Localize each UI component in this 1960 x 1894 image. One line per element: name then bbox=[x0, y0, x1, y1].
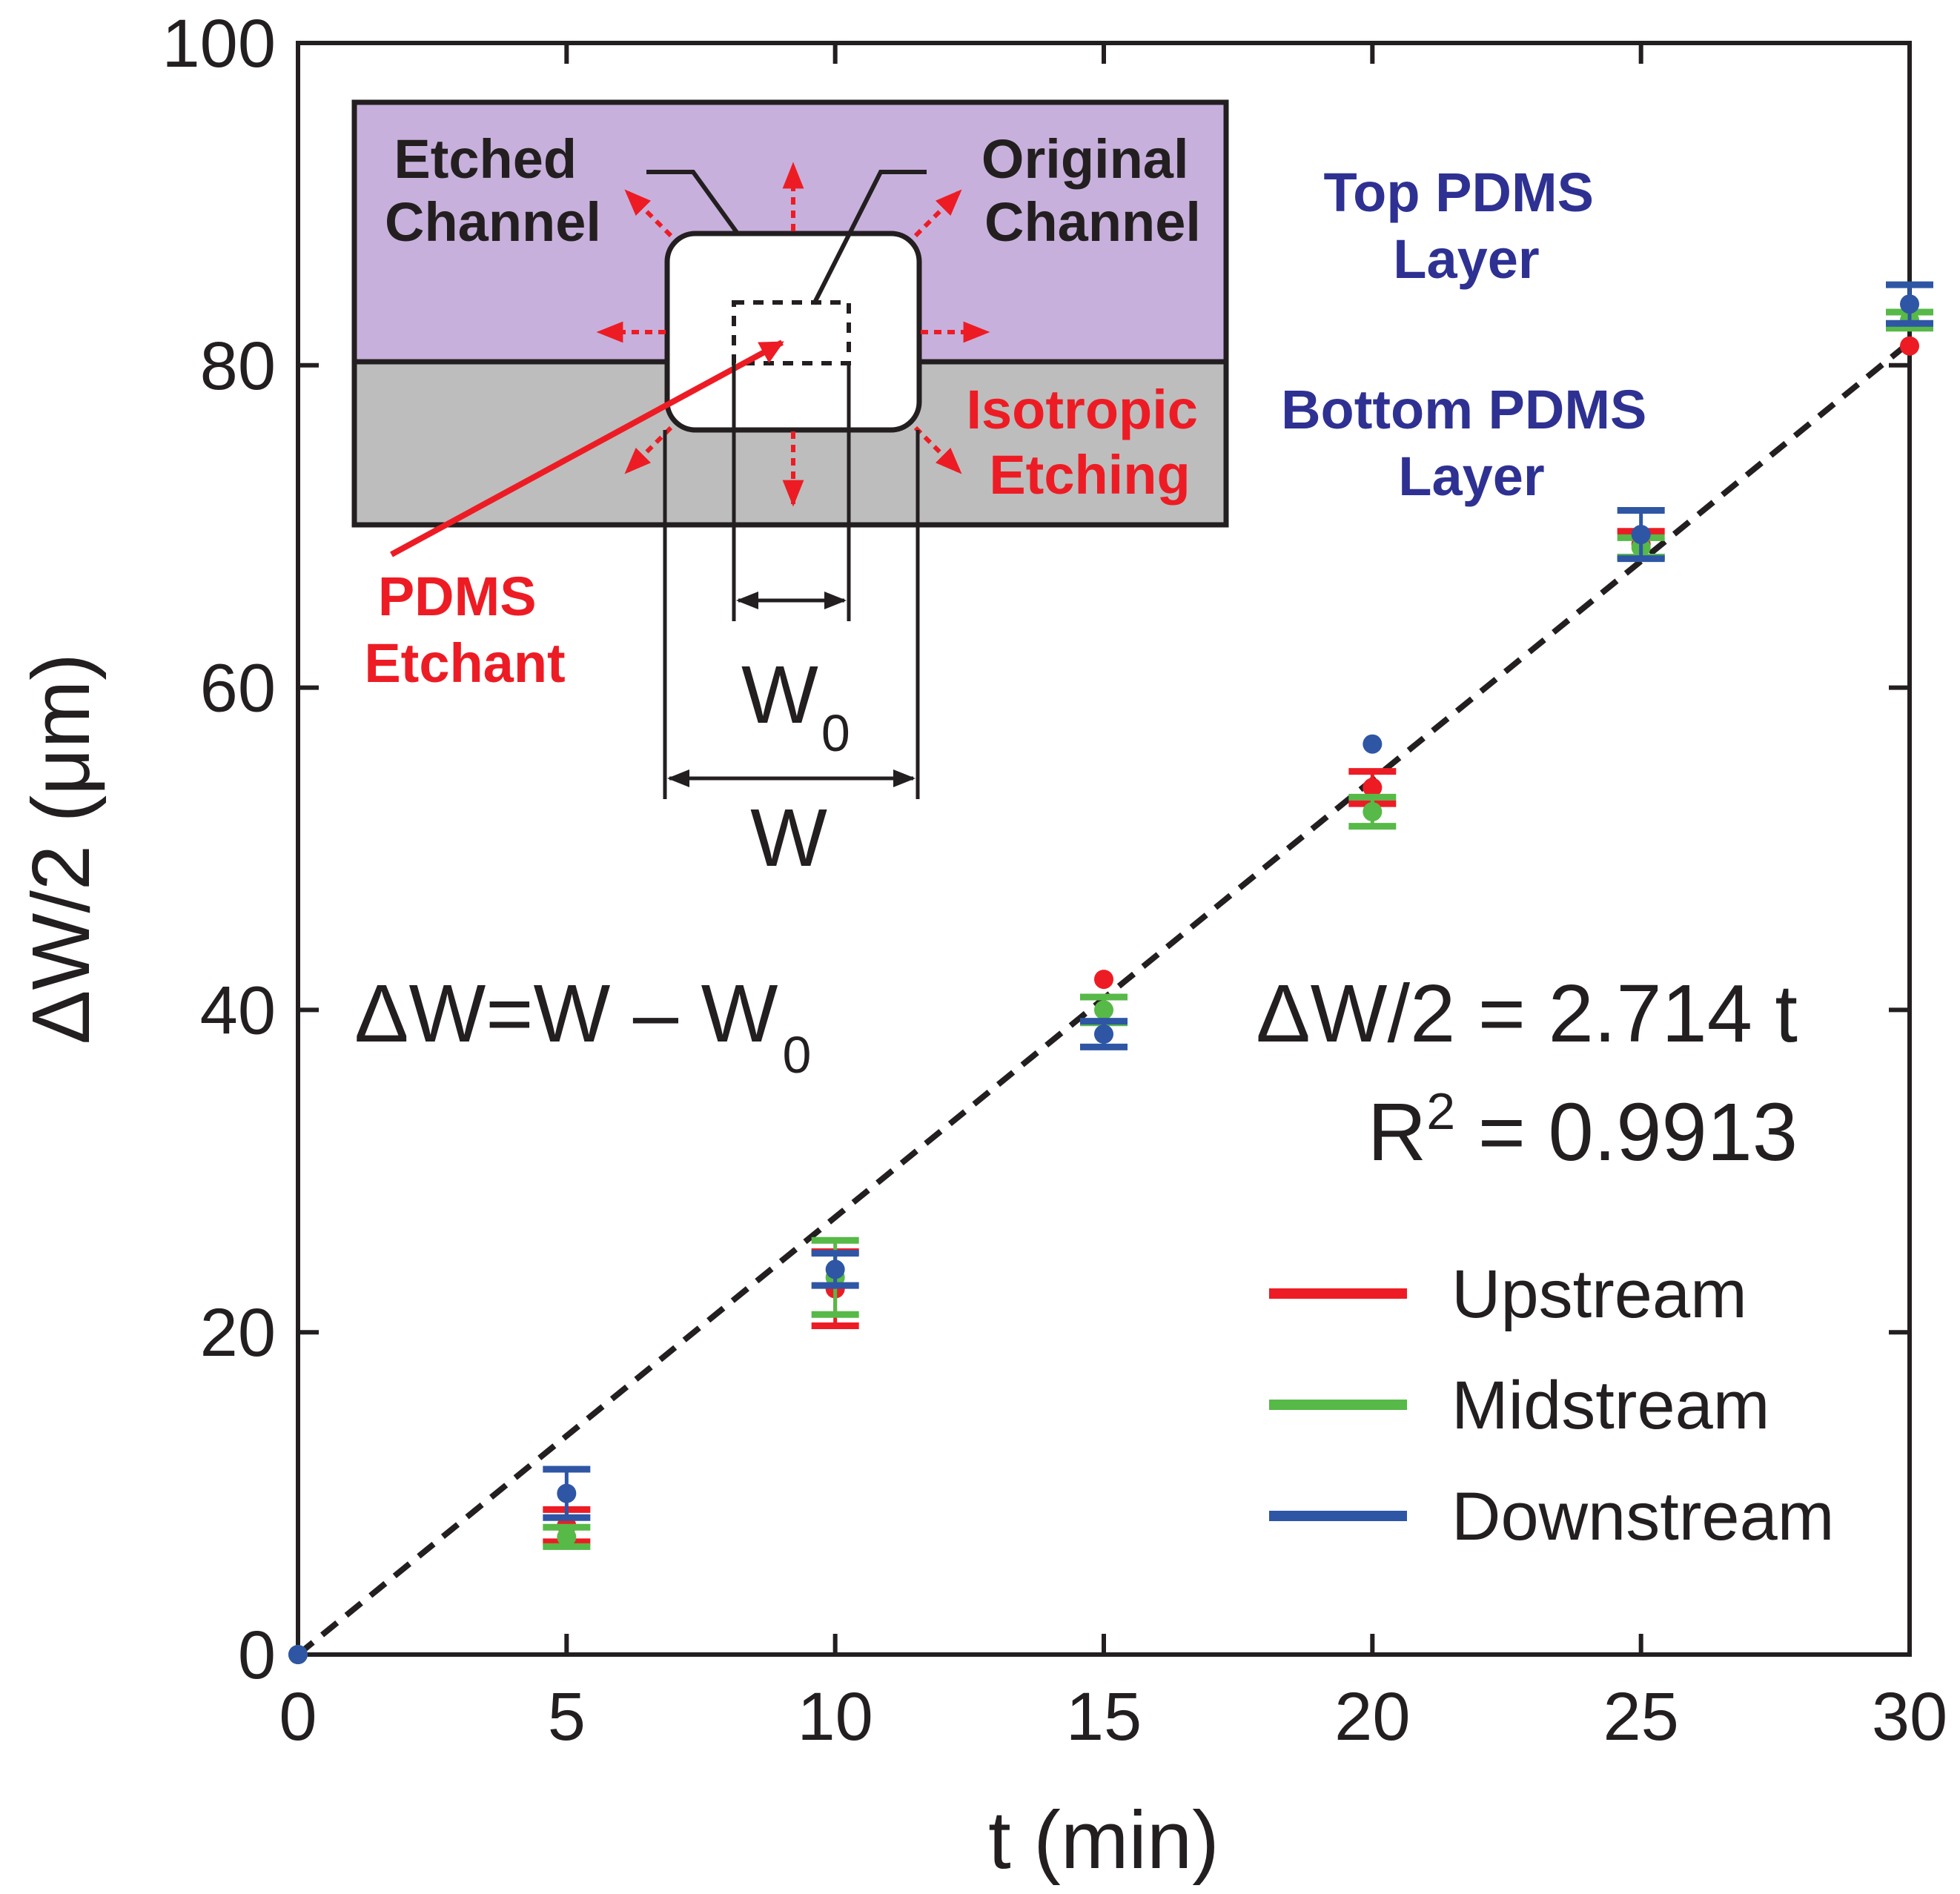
etched-line1: Etched bbox=[394, 128, 577, 190]
data-point bbox=[1094, 1000, 1113, 1020]
y-tick-label: 80 bbox=[200, 328, 276, 404]
data-point bbox=[1631, 525, 1651, 545]
pdms-etchant-label: PDMS Etchant bbox=[364, 566, 565, 694]
data-point bbox=[1094, 970, 1113, 990]
etched-channel-label: Etched Channel bbox=[385, 128, 601, 253]
etched-line2: Channel bbox=[385, 191, 601, 253]
inset-original-channel bbox=[732, 300, 851, 365]
isotropic-line2: Etching bbox=[989, 444, 1190, 506]
x-tick-label: 10 bbox=[797, 1679, 873, 1755]
r-squared: R2 = 0.9913 bbox=[1368, 1082, 1798, 1178]
data-point bbox=[1900, 336, 1919, 356]
isotropic-arrows bbox=[596, 162, 990, 507]
bottom-layer-line2: Layer bbox=[1398, 446, 1544, 507]
y-tick-label: 0 bbox=[238, 1617, 276, 1693]
inset-diagram: W0 W Etched Channel Original Channel Iso… bbox=[351, 99, 1662, 884]
x-tick-label: 0 bbox=[279, 1679, 317, 1755]
data-point bbox=[557, 1483, 577, 1503]
fit-equation: ΔW/2 = 2.714 t bbox=[1256, 968, 1798, 1059]
etchant-line2: Etchant bbox=[364, 632, 565, 694]
legend-label: Downstream bbox=[1451, 1479, 1834, 1554]
isotropic-etching-label: Isotropic Etching bbox=[966, 379, 1213, 506]
isotropic-line1: Isotropic bbox=[966, 379, 1197, 440]
dimension-lines bbox=[663, 363, 920, 799]
data-point bbox=[825, 1259, 845, 1279]
axis-ticks bbox=[296, 41, 1912, 1657]
x-tick-label: 5 bbox=[548, 1679, 586, 1755]
w0-main: W bbox=[741, 649, 818, 741]
y-tick-label: 40 bbox=[200, 973, 276, 1048]
y-tick-label: 20 bbox=[200, 1295, 276, 1371]
data-point bbox=[1363, 778, 1383, 798]
original-channel-label: Original Channel bbox=[981, 128, 1204, 253]
x-tick-label: 15 bbox=[1066, 1679, 1142, 1755]
y-tick-label: 60 bbox=[200, 651, 276, 726]
original-line1: Original bbox=[981, 128, 1189, 190]
w-label: W bbox=[750, 792, 827, 884]
top-layer-line2: Layer bbox=[1393, 228, 1539, 290]
original-leader bbox=[812, 170, 927, 305]
r2-suffix: = 0.9913 bbox=[1455, 1087, 1798, 1178]
data-point bbox=[1363, 734, 1383, 754]
inset-etched-channel bbox=[664, 231, 922, 433]
etchant-line1: PDMS bbox=[378, 566, 537, 627]
bottom-pdms-label: Bottom PDMS Layer bbox=[1281, 379, 1662, 507]
legend: Upstream Midstream Downstream bbox=[1269, 1256, 1834, 1554]
bottom-layer-line1: Bottom PDMS bbox=[1281, 379, 1646, 440]
top-pdms-label: Top PDMS Layer bbox=[1323, 162, 1609, 290]
legend-label: Midstream bbox=[1451, 1368, 1769, 1443]
data-point bbox=[1900, 294, 1919, 314]
y-axis-title: ΔW/2 (μm) bbox=[16, 653, 107, 1044]
y-tick-label: 100 bbox=[162, 6, 277, 82]
delta-w-definition: ΔW=W – W0 bbox=[354, 968, 811, 1084]
data-point bbox=[288, 1645, 308, 1664]
x-tick-label: 30 bbox=[1872, 1679, 1947, 1755]
data-point bbox=[1363, 801, 1383, 821]
delta-def-sub: 0 bbox=[782, 1026, 811, 1084]
series-layer bbox=[288, 281, 1933, 1664]
delta-def-main: ΔW=W – W bbox=[354, 968, 778, 1059]
etched-leader bbox=[646, 170, 740, 235]
x-axis-title: t (min) bbox=[988, 1795, 1219, 1886]
w0-sub: 0 bbox=[821, 704, 850, 762]
data-point bbox=[557, 1527, 577, 1547]
original-line2: Channel bbox=[984, 191, 1201, 253]
series-downstream bbox=[288, 281, 1933, 1664]
r2-sup: 2 bbox=[1426, 1082, 1455, 1140]
w0-label: W0 bbox=[741, 649, 850, 762]
legend-label: Upstream bbox=[1451, 1256, 1747, 1332]
x-tick-label: 20 bbox=[1334, 1679, 1410, 1755]
x-tick-label: 25 bbox=[1603, 1679, 1678, 1755]
data-point bbox=[1094, 1024, 1113, 1044]
top-layer-line1: Top PDMS bbox=[1323, 162, 1593, 223]
etchant-arrow bbox=[390, 340, 784, 557]
r2-prefix: R bbox=[1368, 1087, 1426, 1178]
